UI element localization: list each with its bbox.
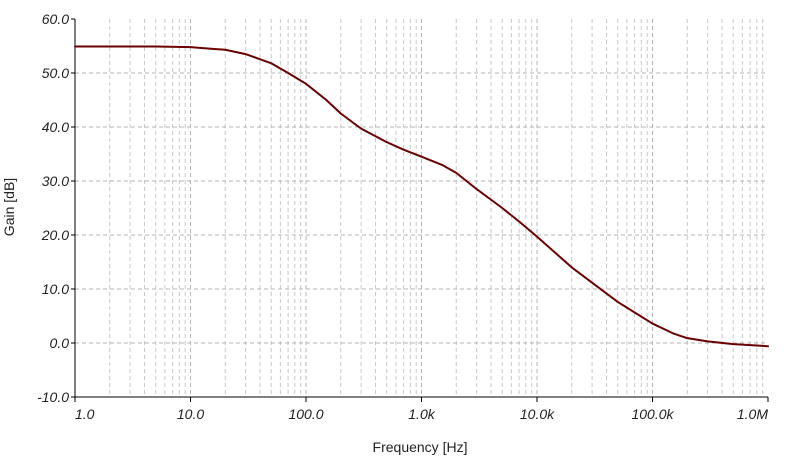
gain-data-point: [570, 266, 573, 269]
gain-data-point: [402, 148, 405, 151]
gain-data-point: [287, 72, 289, 74]
gain-data-point: [732, 343, 735, 345]
gain-data-point: [224, 48, 227, 51]
gain-data-point: [518, 220, 520, 223]
gain-data-point: [536, 235, 538, 238]
gain-data-point: [244, 53, 247, 55]
x-axis-title: Frequency [Hz]: [373, 439, 468, 455]
x-tick-label: 10.0k: [520, 406, 555, 422]
gain-data-point: [475, 188, 478, 190]
y-tick-label: 20.0: [41, 227, 69, 243]
gain-data-point: [767, 345, 769, 348]
gain-data-point: [154, 45, 157, 48]
axes: [71, 18, 769, 402]
gain-data-point: [385, 141, 388, 143]
tick-labels: 60.0 50.0 40.0 30.0 20.0 10.0 0.0 -10.0 1.0 10.0 1…: [37, 11, 768, 422]
gain-data-point: [108, 45, 111, 48]
y-tick-label: -10.0: [37, 389, 69, 405]
gain-data-point: [360, 127, 362, 130]
y-tick-label: 0.0: [50, 335, 70, 351]
y-tick-label: 30.0: [42, 173, 69, 189]
gain-data-point: [270, 62, 273, 65]
gain-series-line: [74, 45, 769, 348]
gain-data-point: [325, 99, 328, 101]
gain-data-point: [455, 172, 458, 174]
gain-data-point: [706, 340, 709, 343]
x-tick-label: 10.0: [177, 406, 204, 422]
gain-data-point: [686, 337, 689, 339]
gain-data-point: [651, 322, 654, 325]
gain-data-point: [420, 155, 423, 158]
gain-data-point: [501, 207, 504, 209]
series-layer: [74, 45, 769, 348]
x-tick-label: 1.0: [75, 406, 95, 422]
gain-data-point: [189, 46, 192, 48]
x-tick-label: 1.0M: [737, 406, 768, 422]
x-tick-label: 1.0k: [408, 406, 435, 422]
x-tick-label: 100.0: [288, 406, 323, 422]
gain-data-point: [210, 47, 212, 50]
grid: [75, 19, 768, 397]
y-tick-label: 40.0: [42, 119, 69, 135]
y-tick-label: 10.0: [42, 281, 69, 297]
gain-data-point: [441, 164, 443, 166]
gain-data-point: [672, 332, 674, 335]
gain-data-point: [74, 45, 76, 48]
x-tick-label: 100.0k: [631, 406, 674, 422]
gain-data-point: [339, 112, 342, 115]
y-tick-label: 50.0: [42, 65, 69, 81]
gain-data-point: [616, 301, 619, 303]
y-tick-label: 60.0: [42, 11, 69, 27]
y-axis-title: Gain [dB]: [1, 178, 17, 236]
gain-data-point: [305, 83, 307, 85]
